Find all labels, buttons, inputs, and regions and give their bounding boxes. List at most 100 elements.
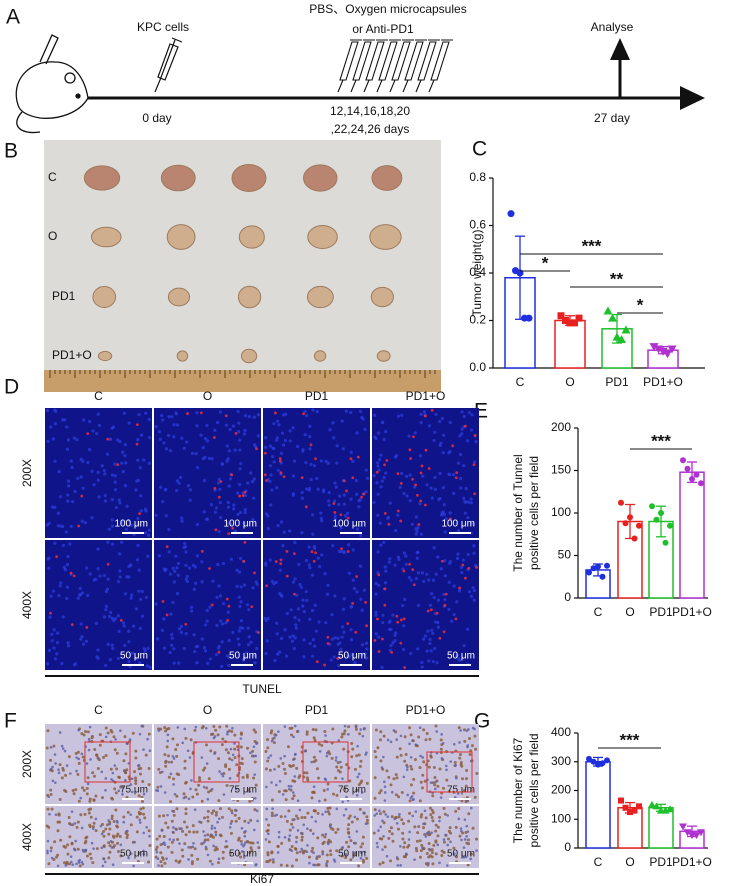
cell [192, 633, 196, 637]
data-point [612, 332, 622, 341]
cell [117, 629, 121, 633]
cell [190, 779, 193, 782]
cell [446, 814, 449, 817]
cell [110, 797, 114, 801]
cell [69, 823, 73, 826]
cell [323, 571, 327, 576]
cell [351, 476, 355, 480]
cell [347, 823, 351, 827]
cell [466, 863, 470, 867]
cell [310, 609, 315, 613]
cell [323, 798, 327, 802]
cell [102, 830, 106, 834]
cell [392, 729, 396, 732]
scale-bar-label: 50 μm [338, 651, 366, 662]
cell [294, 623, 298, 627]
cell [116, 849, 120, 853]
cell [279, 863, 283, 867]
cell [461, 563, 465, 567]
cell [81, 459, 85, 463]
cell [406, 793, 409, 797]
cell [263, 445, 268, 449]
cell [342, 479, 346, 483]
cell [433, 475, 437, 480]
cell [183, 727, 186, 731]
cell [95, 753, 99, 757]
cell [399, 845, 402, 848]
cell [344, 807, 348, 811]
cell [427, 847, 431, 851]
cell [380, 766, 384, 769]
cell [452, 491, 456, 495]
cell [324, 778, 328, 782]
cell [394, 454, 398, 458]
cell [460, 427, 464, 431]
cell [312, 851, 315, 855]
cell [313, 546, 317, 550]
cell [356, 744, 359, 748]
tumor [176, 350, 189, 362]
cell [200, 799, 204, 803]
cell [334, 776, 338, 780]
cell [77, 524, 81, 528]
cell [177, 627, 182, 631]
cell [141, 780, 145, 784]
cell [436, 834, 440, 838]
cell [408, 473, 412, 477]
cell [408, 562, 412, 566]
syringe [376, 39, 401, 93]
cell [401, 822, 405, 826]
cell [373, 808, 377, 812]
cell [464, 784, 468, 788]
cell [116, 438, 120, 442]
cell [170, 840, 174, 844]
cell [196, 857, 200, 861]
data-point [595, 761, 601, 768]
cell [432, 438, 436, 443]
cell [422, 822, 425, 826]
cell [171, 826, 175, 829]
cell [255, 646, 259, 651]
cell [238, 510, 243, 515]
cell [266, 851, 270, 855]
cell [304, 590, 308, 594]
cell [431, 578, 435, 582]
cell [462, 789, 466, 793]
cell [395, 755, 399, 759]
cell [305, 776, 309, 780]
data-point [586, 755, 592, 762]
cell [212, 725, 216, 729]
cell [146, 737, 149, 741]
cell [382, 734, 386, 738]
cell [64, 789, 68, 793]
bar [648, 807, 674, 849]
cell [387, 560, 391, 564]
data-point [590, 565, 597, 572]
cell [315, 855, 319, 858]
cell [456, 552, 460, 556]
cell [227, 638, 231, 643]
cell [218, 487, 222, 491]
cell [93, 748, 97, 752]
cell [359, 856, 363, 860]
cell [340, 547, 343, 551]
cell [306, 811, 310, 815]
cell [243, 413, 248, 418]
cell [283, 767, 287, 771]
cell [119, 843, 123, 847]
cell [107, 527, 111, 531]
cell [140, 799, 144, 803]
cell [198, 778, 202, 782]
cell [162, 441, 166, 445]
cell [343, 514, 348, 518]
cell [379, 759, 383, 763]
cell [91, 861, 95, 865]
cell [190, 853, 194, 857]
cell [414, 743, 418, 746]
cell [233, 733, 237, 737]
cell [247, 635, 251, 639]
cell [378, 521, 382, 525]
cell [235, 491, 240, 495]
cell [392, 777, 396, 781]
tumor [313, 350, 327, 362]
